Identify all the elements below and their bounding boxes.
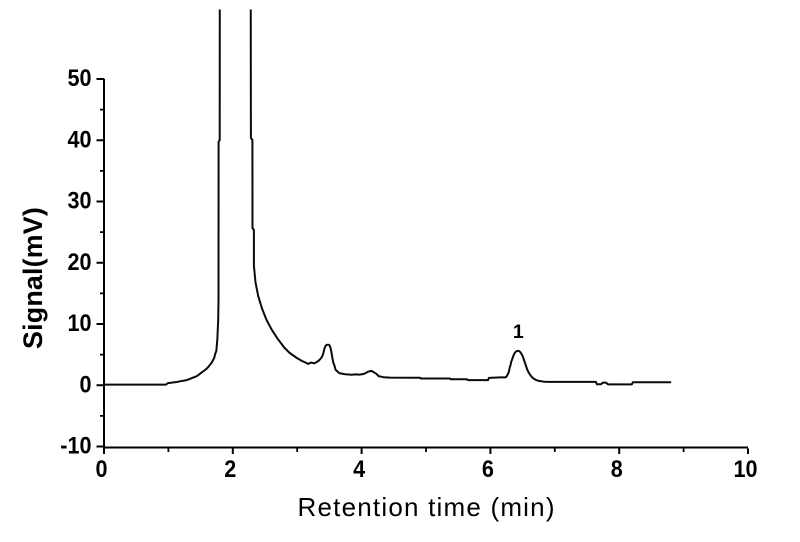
svg-text:50: 50 [67, 64, 91, 91]
svg-text:4: 4 [353, 455, 365, 482]
svg-text:10: 10 [67, 309, 91, 336]
svg-text:30: 30 [67, 187, 91, 214]
svg-text:10: 10 [733, 455, 757, 482]
svg-text:6: 6 [482, 455, 494, 482]
svg-text:1: 1 [513, 321, 524, 343]
svg-text:-10: -10 [60, 432, 91, 459]
svg-text:Signal(mV): Signal(mV) [18, 207, 48, 349]
svg-text:40: 40 [67, 125, 91, 152]
svg-text:20: 20 [67, 248, 91, 275]
svg-text:0: 0 [79, 370, 91, 397]
svg-text:2: 2 [224, 455, 236, 482]
svg-text:8: 8 [611, 455, 623, 482]
svg-text:Retention time (min): Retention time (min) [298, 492, 555, 522]
svg-text:0: 0 [95, 455, 107, 482]
